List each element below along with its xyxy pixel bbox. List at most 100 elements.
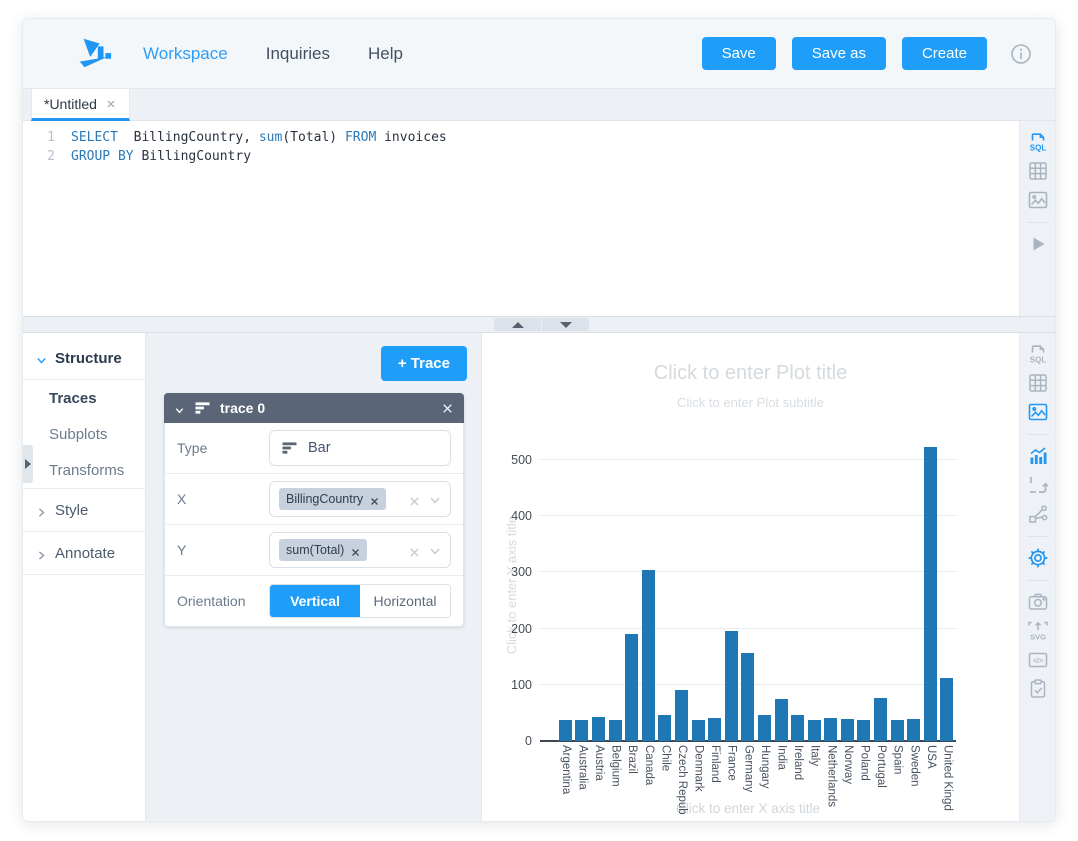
x-tick-label: USA (924, 745, 937, 769)
sidebar-item-structure[interactable]: Structure (23, 337, 145, 379)
bar-trace-icon (194, 401, 211, 415)
bar-slot (939, 429, 956, 741)
bar-slot (690, 429, 707, 741)
bar-Poland (857, 719, 871, 741)
bar-slot (590, 429, 607, 741)
plot-title-placeholder[interactable]: Click to enter Plot title (653, 362, 848, 384)
sidebar-divider (23, 488, 145, 489)
table-grid-icon[interactable] (1026, 371, 1050, 395)
x-tick-label: Norway (841, 745, 854, 784)
x-tick-label: Finland (709, 745, 722, 783)
trace-type-select[interactable]: Bar (269, 430, 451, 466)
triangle-down-icon (559, 321, 572, 328)
rail-divider (1026, 580, 1049, 581)
save-as-button[interactable]: Save as (791, 37, 886, 70)
nav-item-help[interactable]: Help (367, 43, 403, 63)
sidebar-item-transforms[interactable]: Transforms (23, 452, 145, 488)
sql-editor[interactable]: 1 SELECT BillingCountry, sum(Total) FROM … (23, 121, 1019, 316)
gear-icon[interactable] (1026, 546, 1050, 570)
nav-item-workspace[interactable]: Workspace (143, 43, 228, 63)
sidebar-divider (23, 379, 145, 380)
x-axis-title-placeholder[interactable]: Click to enter X axis title (675, 801, 821, 816)
x-chip-remove-icon[interactable] (370, 495, 379, 505)
sql-file-icon[interactable]: SQL (1026, 342, 1050, 366)
header-buttons: Save Save as Create (701, 37, 1003, 70)
splitter-collapse-down-button[interactable] (542, 318, 589, 331)
y-caret-down-icon[interactable] (429, 544, 441, 556)
info-icon[interactable] (1009, 42, 1033, 66)
transforms-icon[interactable] (1026, 502, 1050, 526)
splitter-collapse-up-button[interactable] (494, 318, 541, 331)
bar-slot (673, 429, 690, 741)
bar-slot (806, 429, 823, 741)
code-embed-icon[interactable]: </> (1026, 648, 1050, 672)
trace-card-header[interactable]: trace 0 (164, 393, 464, 423)
table-grid-icon[interactable] (1026, 159, 1050, 183)
bar-USA (923, 447, 937, 741)
sidebar-item-subplots[interactable]: Subplots (23, 416, 145, 452)
sidebar-item-style[interactable]: Style (23, 489, 145, 531)
sidebar-item-annotate[interactable]: Annotate (23, 532, 145, 574)
save-button[interactable]: Save (701, 37, 776, 70)
x-tick-slot: Austria (590, 745, 607, 815)
camera-icon[interactable] (1026, 590, 1050, 614)
editor-row: 1 SELECT BillingCountry, sum(Total) FROM … (23, 121, 1055, 316)
nav-item-inquiries[interactable]: Inquiries (265, 43, 330, 63)
chart-editor-sidebar: Structure Traces Subplots Transforms Style An… (23, 333, 146, 821)
x-tick-label: Canada (642, 745, 655, 786)
sidebar-collapse-handle[interactable] (23, 445, 33, 483)
x-tick-label: Portugal (875, 745, 888, 788)
orientation-horizontal-button[interactable]: Horizontal (360, 585, 450, 617)
y-column-select[interactable]: sum(Total) (269, 532, 451, 568)
svg-export-icon[interactable]: SVG (1026, 619, 1050, 643)
bar-line-chart-icon[interactable] (1026, 444, 1050, 468)
x-column-select[interactable]: BillingCountry (269, 481, 451, 517)
bar-Spain (890, 719, 904, 741)
orientation-vertical-button[interactable]: Vertical (270, 585, 360, 617)
bar-Australia (575, 719, 589, 741)
clipboard-check-icon[interactable] (1026, 677, 1050, 701)
sidebar-item-label: Subplots (49, 425, 108, 443)
app-window: Workspace Inquiries Help Save Save as Create… (22, 18, 1056, 822)
y-label: Y (177, 542, 187, 558)
bar-Belgium (608, 719, 622, 741)
x-tick-slot: Finland (706, 745, 723, 815)
image-chart-icon[interactable] (1026, 400, 1050, 424)
x-tick-slot: Czech Repub (673, 745, 690, 815)
bar-slot (706, 429, 723, 741)
tab-label: *Untitled (44, 95, 97, 112)
trace-close-icon[interactable] (441, 402, 454, 415)
bar-slot (723, 429, 740, 741)
sidebar-item-label: Transforms (49, 461, 125, 479)
type-value: Bar (308, 440, 331, 456)
rail-divider (1026, 434, 1049, 435)
bar-Ireland (791, 715, 805, 741)
x-tick-slot: Australia (574, 745, 591, 815)
x-tick-slot: Germany (740, 745, 757, 815)
tab-close-icon[interactable] (105, 98, 117, 110)
y-clear-icon[interactable] (409, 545, 420, 557)
sidebar-item-traces[interactable]: Traces (23, 380, 145, 416)
x-tick-label: Czech Repub (675, 745, 688, 815)
x-tick-label: United Kingd (941, 745, 954, 811)
bar-slot (740, 429, 757, 741)
type-label: Type (177, 440, 208, 456)
plot-subtitle-placeholder[interactable]: Click to enter Plot subtitle (677, 395, 824, 410)
create-button[interactable]: Create (901, 37, 987, 70)
bar-slot (640, 429, 657, 741)
x-clear-icon[interactable] (409, 494, 420, 506)
y-chip-remove-icon[interactable] (351, 546, 360, 556)
image-chart-icon[interactable] (1026, 188, 1050, 212)
tab-untitled[interactable]: *Untitled (31, 89, 130, 121)
add-trace-button[interactable]: + Trace (380, 346, 467, 381)
x-caret-down-icon[interactable] (429, 493, 441, 505)
sql-file-icon[interactable]: SQL (1026, 130, 1050, 154)
subplots-icon[interactable] (1026, 473, 1050, 497)
play-icon[interactable] (1026, 232, 1050, 256)
chevron-right-icon (36, 548, 47, 560)
sidebar-item-label: Annotate (55, 544, 116, 562)
x-tick-label: Austria (592, 745, 605, 781)
bar-Denmark (691, 719, 705, 741)
x-tick-label: France (725, 745, 738, 781)
pane-splitter[interactable] (23, 316, 1055, 333)
